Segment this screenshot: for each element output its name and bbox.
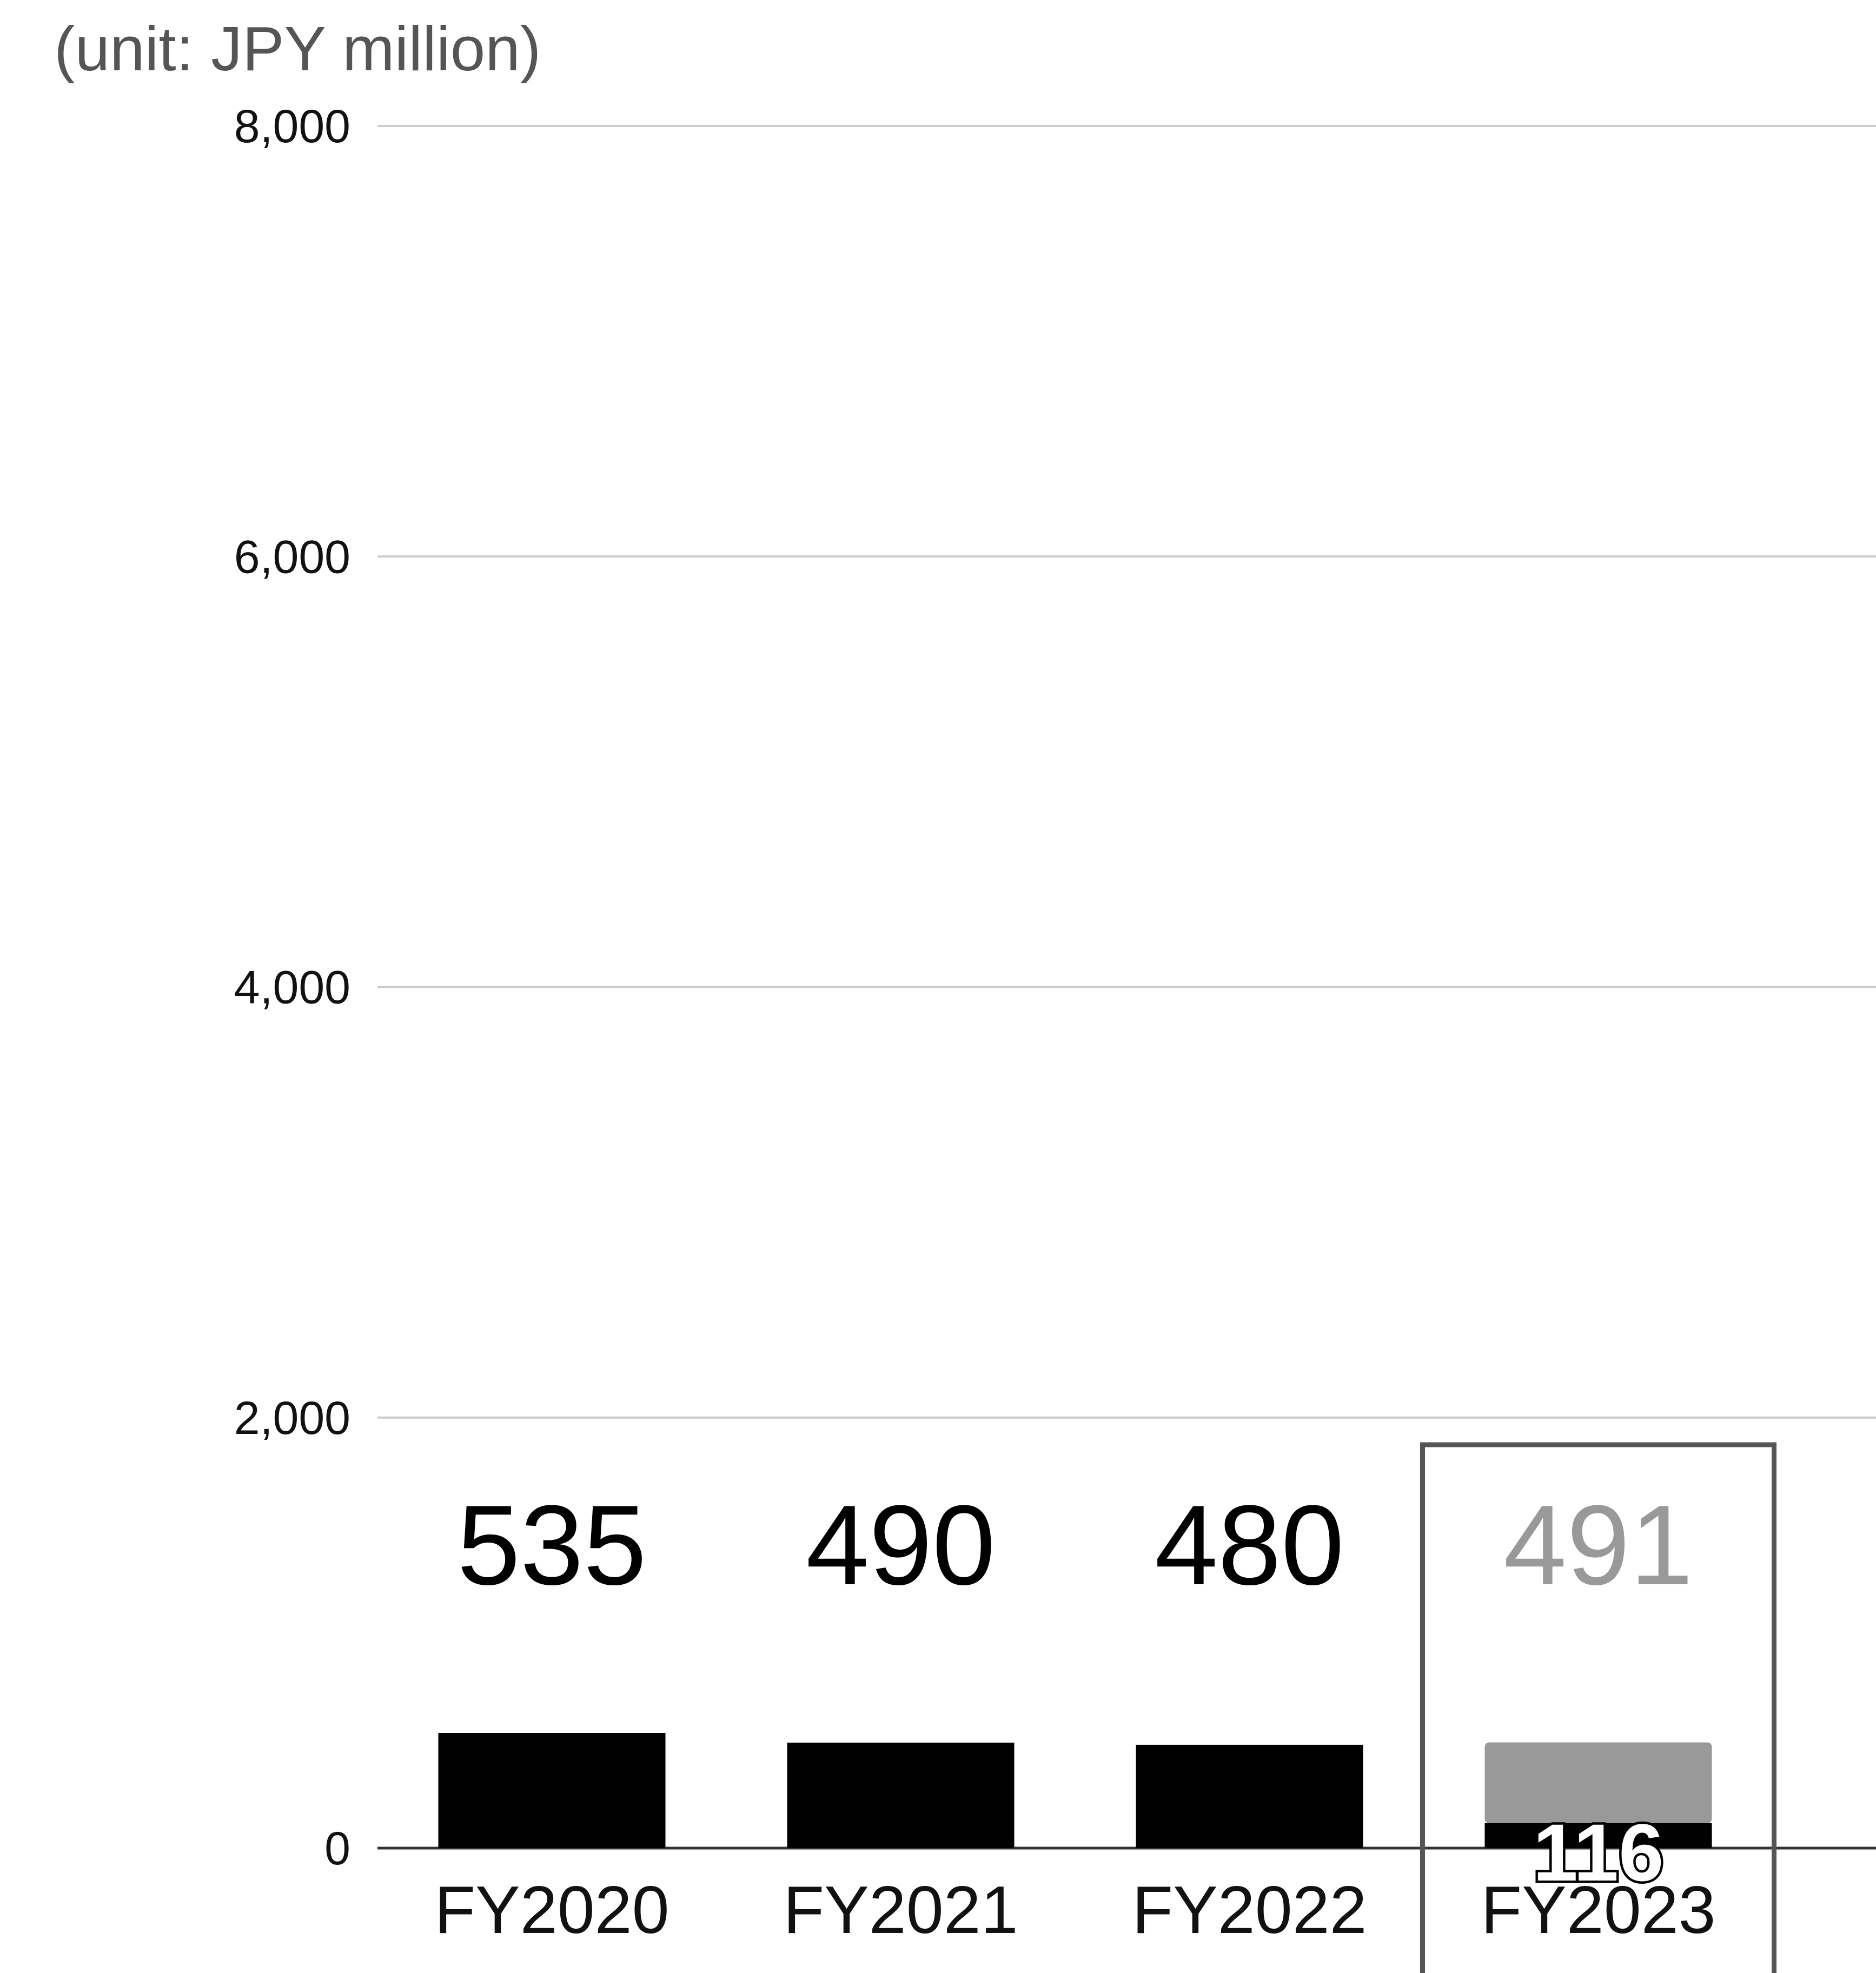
bar-value-label: 116 [1533, 1807, 1664, 1898]
x-tick-label: FY2020 [434, 1873, 669, 1948]
y-tick-label: 6,000 [234, 531, 350, 583]
labels: 0 2,000 4,000 6,000 8,000 535 FY2020 490 FY2021 4… [234, 101, 1716, 1948]
bar-total-label: 480 [1155, 1482, 1344, 1609]
unit-label: (unit: JPY million) [54, 14, 541, 84]
x-tick-label: FY2023 [1481, 1873, 1715, 1948]
bar-forecast [1484, 1742, 1712, 1823]
bar-total-label: 535 [457, 1482, 646, 1609]
x-tick-label: FY2022 [1132, 1873, 1367, 1948]
y-tick-label: 0 [324, 1823, 350, 1875]
y-tick-label: 4,000 [234, 962, 350, 1014]
highlight-box [1420, 1442, 1776, 1973]
bar-total-label: 491 [1503, 1482, 1693, 1609]
bars [438, 1442, 1776, 1973]
y-tick-label: 2,000 [234, 1392, 350, 1444]
bar-actual [1484, 1823, 1712, 1848]
bar-actual [787, 1742, 1015, 1848]
bar-actual [1136, 1744, 1363, 1848]
x-tick-label: FY2021 [783, 1873, 1018, 1948]
bar-actual [438, 1733, 666, 1848]
y-tick-label: 8,000 [234, 101, 350, 152]
bar-total-label: 490 [806, 1482, 995, 1609]
